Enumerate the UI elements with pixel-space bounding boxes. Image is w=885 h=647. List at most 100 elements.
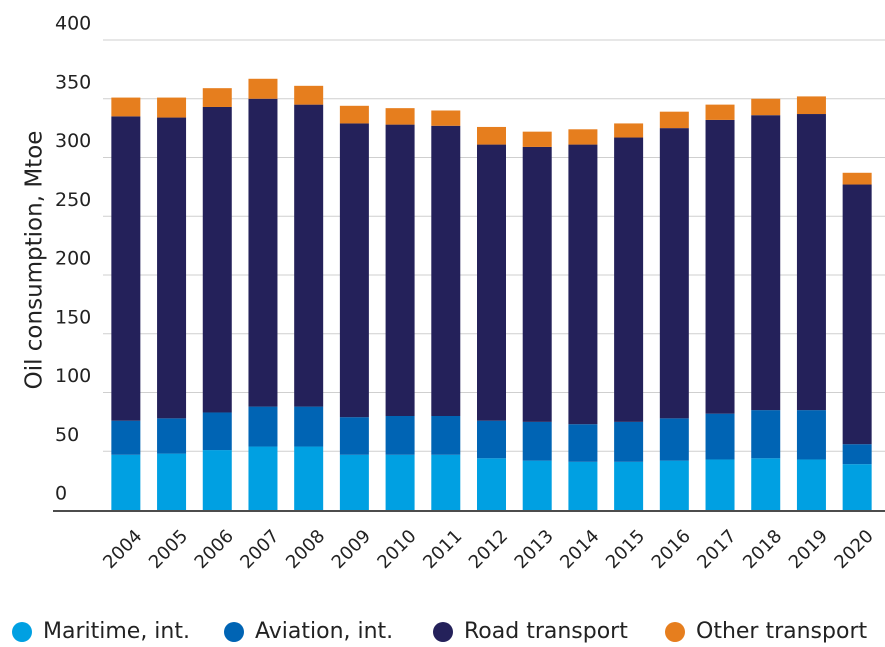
bar-segment	[477, 144, 506, 421]
y-tick-label: 0	[55, 483, 67, 505]
x-tick-label: 2012	[465, 526, 512, 573]
y-tick-label: 200	[55, 248, 91, 270]
y-tick-label: 400	[55, 13, 91, 35]
bar-segment	[614, 461, 644, 510]
legend-label: Road transport	[464, 619, 628, 644]
bar-segment	[157, 453, 187, 510]
bar-segment	[294, 446, 324, 510]
bar-segment	[157, 117, 187, 419]
y-tick-label: 50	[55, 424, 79, 446]
bar-segment	[659, 418, 689, 461]
y-tick-label: 300	[55, 130, 91, 152]
bar-segment	[705, 119, 735, 414]
x-tick-label: 2020	[830, 526, 877, 573]
y-tick-label: 100	[55, 365, 91, 387]
bar-segment	[614, 137, 644, 422]
bar-segment	[614, 123, 644, 138]
x-tick-label: 2014	[556, 526, 603, 573]
bar-segment	[522, 146, 552, 422]
bar-segment	[339, 123, 369, 418]
bar-segment	[339, 454, 369, 510]
x-tick-label: 2009	[328, 526, 375, 573]
x-tick-label: 2004	[99, 526, 146, 573]
bar-segment	[157, 418, 187, 454]
bar-segment	[431, 416, 461, 455]
bar-segment	[705, 413, 735, 460]
legend-label: Aviation, int.	[255, 619, 393, 644]
x-tick-label: 2005	[145, 526, 192, 573]
bar-segment	[568, 144, 598, 425]
bar-segment	[568, 424, 598, 462]
bar-segment	[111, 420, 141, 455]
y-axis-title: Oil consumption, Mtoe	[22, 131, 48, 390]
bar-segment	[431, 125, 461, 417]
bar-segment	[568, 461, 598, 510]
bar-segment	[842, 172, 872, 185]
x-tick-label: 2006	[191, 526, 238, 573]
bar-segment	[431, 454, 461, 510]
bar-segment	[294, 406, 324, 447]
bar-segment	[705, 459, 735, 510]
legend-marker	[12, 622, 32, 642]
bar-segment	[751, 98, 781, 116]
bar-segment	[477, 126, 506, 145]
bar-segment	[202, 88, 232, 107]
bar-segment	[248, 98, 278, 407]
x-tick-label: 2011	[419, 526, 466, 573]
x-tick-label: 2013	[511, 526, 558, 573]
bar-segment	[568, 129, 598, 145]
legend-label: Maritime, int.	[43, 619, 190, 644]
y-tick-label: 150	[55, 306, 91, 328]
bar-segment	[796, 114, 826, 411]
bar-segment	[659, 460, 689, 510]
bar-segment	[842, 464, 872, 510]
bar-segment	[431, 110, 461, 126]
bar-segment	[796, 459, 826, 510]
legend-marker	[665, 622, 685, 642]
bar-segment	[522, 131, 552, 147]
x-tick-label: 2018	[739, 526, 786, 573]
bar-segment	[294, 104, 324, 407]
bar-segment	[111, 116, 141, 421]
bar-segment	[202, 450, 232, 510]
bar-segment	[659, 128, 689, 419]
bar-segment	[385, 416, 415, 455]
bar-segment	[111, 454, 141, 510]
bar-segment	[248, 446, 278, 510]
bar-segment	[339, 105, 369, 124]
bar-segment	[796, 410, 826, 460]
bar-segment	[385, 454, 415, 510]
y-tick-label: 250	[55, 189, 91, 211]
legend-marker	[433, 622, 453, 642]
bar-segment	[614, 421, 644, 462]
bar-segment	[751, 410, 781, 459]
bar-segment	[751, 458, 781, 510]
bar-segment	[111, 97, 141, 117]
legend-label: Other transport	[696, 619, 867, 644]
bar-segment	[385, 124, 415, 416]
bar-segment	[842, 184, 872, 445]
bar-segment	[751, 115, 781, 411]
bar-segment	[477, 420, 506, 459]
x-tick-label: 2017	[693, 526, 740, 573]
bar-segment	[522, 421, 552, 461]
bar-segment	[157, 97, 187, 118]
bar-segment	[659, 111, 689, 129]
x-tick-label: 2010	[373, 526, 420, 573]
legend-marker	[224, 622, 244, 642]
bar-segment	[842, 444, 872, 465]
x-tick-label: 2019	[785, 526, 832, 573]
x-tick-label: 2015	[602, 526, 649, 573]
bar-segment	[248, 406, 278, 447]
bar-segment	[294, 85, 324, 105]
bar-segment	[248, 78, 278, 99]
x-tick-label: 2008	[282, 526, 329, 573]
bar-segment	[385, 108, 415, 125]
bar-segment	[202, 412, 232, 451]
bar-segment	[339, 417, 369, 455]
bar-segment	[477, 458, 506, 510]
bar-segment	[705, 104, 735, 120]
y-tick-label: 350	[55, 71, 91, 93]
bar-segment	[202, 106, 232, 413]
